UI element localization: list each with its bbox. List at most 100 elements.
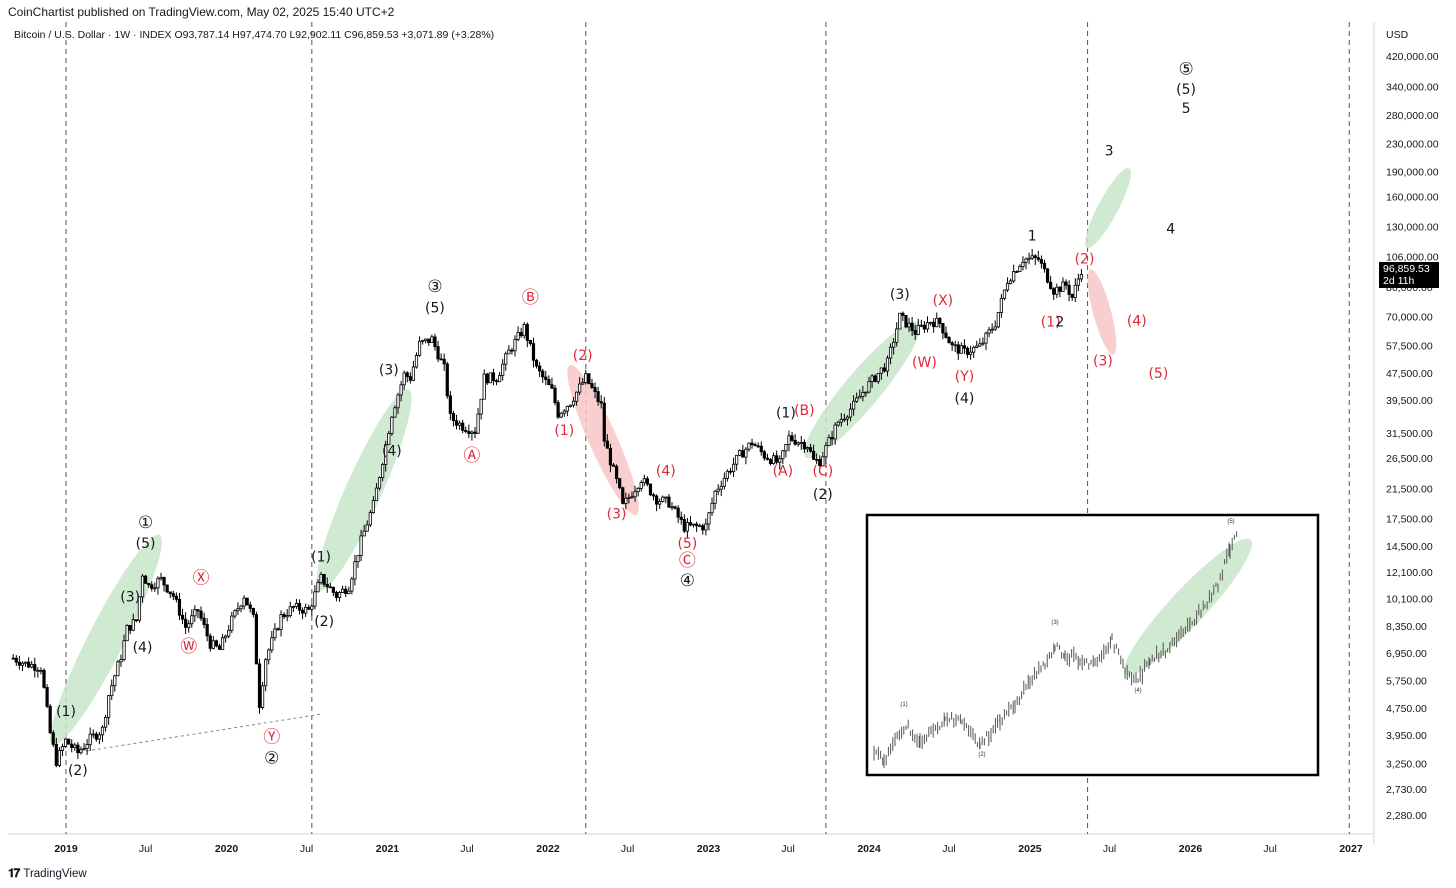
- candle-body: [294, 602, 299, 607]
- time-tick-label: 2023: [697, 843, 721, 855]
- candle-body: [334, 592, 339, 598]
- candle-body: [248, 604, 252, 609]
- wave-label-rB: (B): [794, 403, 815, 419]
- candle-body: [150, 584, 154, 589]
- candle-body: [88, 733, 92, 745]
- candle-body: [23, 661, 28, 664]
- candle-body: [353, 561, 357, 580]
- candle-body: [713, 490, 717, 504]
- wave-label-b3: 3: [1105, 143, 1114, 159]
- candle-body: [587, 373, 591, 384]
- candle-body: [11, 657, 15, 660]
- candle-body: [842, 418, 846, 421]
- candle-body: [187, 623, 191, 628]
- price-tick-label: 39,500.00: [1386, 395, 1433, 407]
- price-tick-label: 47,500.00: [1386, 368, 1433, 380]
- candle-body: [85, 744, 89, 749]
- candle-body: [285, 615, 289, 618]
- candle-body: [1033, 255, 1037, 258]
- candle-body: [947, 337, 951, 344]
- wave-label-w2d: (4): [382, 443, 402, 459]
- candle-body: [633, 491, 637, 498]
- candle-body: [384, 444, 388, 465]
- candle-body: [180, 614, 185, 620]
- candle-body: [14, 657, 18, 663]
- candle-body: [664, 496, 668, 499]
- candle-body: [553, 387, 557, 403]
- candle-body: [1055, 286, 1059, 295]
- candle-body: [368, 512, 372, 526]
- candle-body: [731, 463, 736, 472]
- wave-label-w2a: (1): [311, 550, 331, 566]
- candle-body: [787, 435, 791, 445]
- candle-body: [996, 312, 1000, 328]
- price-tick-label: 4,750.00: [1386, 703, 1427, 715]
- candle-body: [793, 439, 797, 445]
- wave-label-rr1: (1): [1041, 314, 1061, 330]
- candle-body: [1027, 257, 1031, 260]
- candle-body: [488, 372, 492, 384]
- candle-body: [402, 372, 406, 386]
- candle-body: [578, 383, 582, 393]
- price-tick-label: 57,500.00: [1386, 340, 1433, 352]
- wave-label-c1: ①: [138, 513, 153, 533]
- candle-body: [519, 332, 523, 337]
- candle-body: [879, 367, 883, 374]
- wave-label-rr2: (2): [1075, 251, 1095, 267]
- wave-label-cY: Ⓨ: [263, 728, 280, 748]
- candle-body: [399, 384, 403, 396]
- candle-body: [522, 324, 526, 337]
- candle-body: [784, 444, 788, 452]
- candle-body: [482, 373, 486, 400]
- price-tick-label: 21,500.00: [1386, 483, 1433, 495]
- currency-label: USD: [1386, 29, 1409, 41]
- candle-body: [479, 398, 483, 415]
- wave-label-rY: (Y): [955, 369, 974, 385]
- candle-body: [855, 397, 859, 402]
- candle-body: [845, 416, 850, 420]
- candle-body: [119, 659, 123, 663]
- candle-body: [685, 522, 689, 532]
- candle-body: [79, 749, 83, 754]
- candle-body: [796, 442, 800, 445]
- candle-body: [501, 363, 505, 376]
- time-tick-label: Jul: [781, 843, 794, 855]
- candle-body: [679, 516, 683, 520]
- candle-body: [556, 402, 560, 418]
- wave-label-b1: 1: [1028, 229, 1037, 245]
- candle-body: [63, 738, 68, 747]
- candle-body: [771, 455, 776, 464]
- candle-body: [655, 495, 659, 505]
- candle-body: [174, 595, 178, 600]
- candle-body: [103, 717, 108, 728]
- time-tick-label: 2021: [376, 843, 400, 855]
- wave-label-w1a: (1): [56, 704, 76, 720]
- candle-body: [344, 588, 348, 594]
- wave-label-w1c: (3): [120, 589, 140, 605]
- candle-body: [744, 448, 748, 458]
- support-trendline: [79, 713, 323, 753]
- candle-body: [538, 365, 542, 372]
- candle-body: [20, 662, 25, 666]
- wave-label-r3: (3): [607, 506, 627, 522]
- candle-body: [273, 628, 277, 639]
- candle-body: [82, 748, 86, 751]
- candle-body: [264, 659, 268, 687]
- candle-body: [377, 477, 382, 489]
- candle-body: [239, 605, 243, 610]
- candle-body: [313, 591, 317, 607]
- candle-body: [765, 457, 770, 460]
- wave-label-rX: (X): [933, 293, 954, 309]
- candle-body: [1030, 255, 1034, 259]
- candle-body: [682, 519, 686, 532]
- tradingview-brand[interactable]: 𝟏𝟕 TradingView: [8, 866, 87, 881]
- candle-body: [568, 404, 573, 407]
- publisher-line: CoinChartist published on TradingView.co…: [8, 5, 395, 19]
- candle-body: [596, 391, 600, 402]
- wave-label-w1d: (4): [133, 640, 153, 656]
- candle-body: [858, 396, 862, 399]
- wave-label-w1b: (2): [68, 763, 88, 779]
- candle-body: [805, 447, 810, 450]
- candle-body: [710, 502, 714, 514]
